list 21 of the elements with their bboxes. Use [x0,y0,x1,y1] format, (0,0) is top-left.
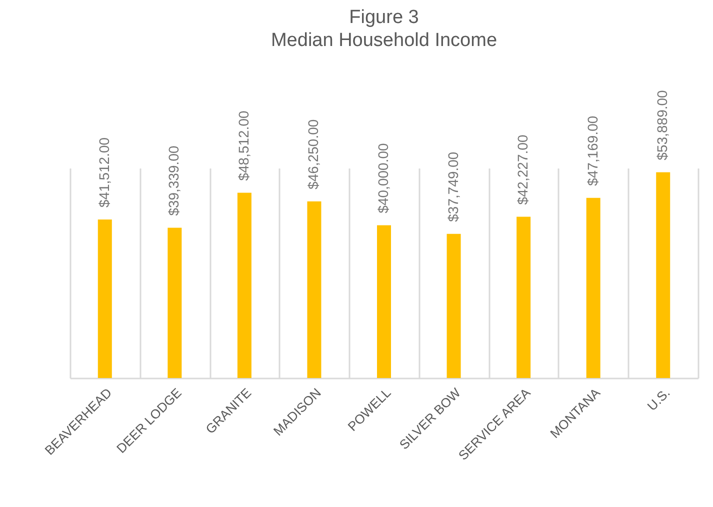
data-label: $37,749.00 [444,152,461,222]
data-label: $40,000.00 [375,142,391,214]
bar [377,225,391,378]
bar [586,198,600,378]
data-label: $41,512.00 [96,137,112,208]
bar [446,234,461,378]
bar [168,228,182,378]
bar [98,220,112,378]
bar [307,201,322,378]
data-label: $53,889.00 [654,90,670,160]
data-label: $42,227.00 [514,134,531,205]
data-label: $47,169.00 [584,116,600,186]
x-tick-label: U.S. [644,385,673,414]
bar [656,172,670,378]
chart-title: Figure 3 [349,7,419,28]
data-label: $39,339.00 [166,146,182,216]
data-label: $46,250.00 [305,119,322,190]
data-label: $48,512.00 [235,110,252,181]
chart-subtitle: Median Household Income [270,30,498,52]
bar [237,192,252,378]
bar [516,216,531,378]
